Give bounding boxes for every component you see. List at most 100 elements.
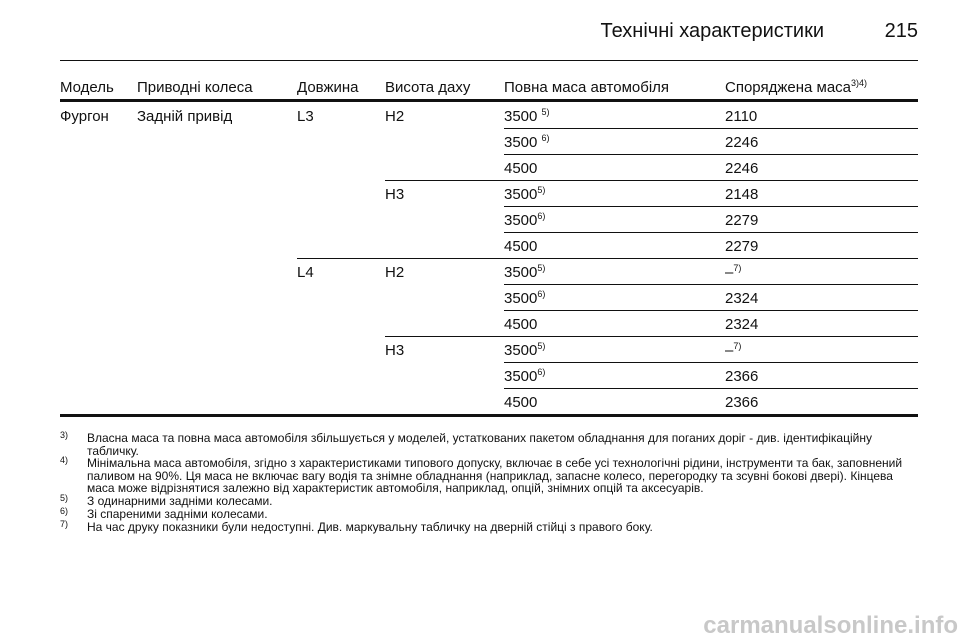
row-rule — [504, 362, 918, 363]
footnote-marker: 3) — [60, 430, 69, 440]
cell-text: 2246 — [725, 160, 759, 177]
footnote-text: Зі спареними задніми колесами. — [87, 507, 268, 521]
table-cell: 2279 — [725, 239, 758, 255]
footnote: 4) Мінімальна маса автомобіля, згідно з х… — [60, 455, 918, 496]
footnote-ref: 7) — [733, 263, 742, 273]
cell-text: 2324 — [725, 290, 759, 307]
table-cell: H3 — [385, 187, 404, 203]
cell-text: 3500 — [504, 342, 538, 359]
table-cell: 4500 — [504, 161, 537, 177]
cell-text: H3 — [385, 342, 405, 359]
page-number: 215 — [884, 20, 918, 42]
table-cell: 2366 — [725, 369, 758, 385]
cell-text: 3500 — [504, 264, 538, 281]
row-rule — [504, 284, 918, 285]
cell-text: H2 — [385, 264, 405, 281]
cell-text: 2279 — [725, 212, 759, 229]
table-cell: 2324 — [725, 291, 758, 307]
table-cell: Задній привід — [137, 109, 232, 125]
table-cell: L3 — [297, 109, 314, 125]
row-rule — [504, 232, 918, 233]
cell-text: – — [725, 264, 734, 281]
table-cell: 35005) — [504, 185, 546, 203]
table-cell: 35006) — [504, 289, 546, 307]
footnote: 7) На час друку показники були недоступні… — [60, 519, 918, 534]
column-header: Висота даху — [385, 80, 470, 96]
footnote-text: З одинарними задніми колесами. — [87, 494, 273, 508]
column-header-text: Приводні колеса — [137, 79, 253, 96]
row-rule — [297, 258, 918, 259]
row-rule — [385, 180, 918, 181]
cell-text: H3 — [385, 186, 405, 203]
footnote-text: Мінімальна маса автомобіля, згідно з хар… — [87, 456, 903, 496]
table-cell: L4 — [297, 265, 314, 281]
table-cell: –7) — [725, 342, 741, 359]
page-title: Технічні характеристики — [600, 20, 824, 42]
footnote-ref: 6) — [541, 133, 550, 143]
table-cell: 35005) — [504, 341, 546, 359]
row-rule — [504, 310, 918, 311]
header-rule — [60, 99, 918, 102]
column-header: Модель — [60, 80, 114, 96]
table-bottom-rule — [60, 414, 918, 417]
footnote: 3) Власна маса та повна маса автомобіля з… — [60, 430, 918, 458]
cell-text: 2366 — [725, 394, 759, 411]
table-cell: 35006) — [504, 211, 546, 229]
cell-text: 3500 — [504, 108, 542, 125]
table-cell: 2366 — [725, 395, 758, 411]
watermark: carmanualsonline.info — [703, 612, 958, 639]
footnote-ref: 5) — [537, 185, 546, 195]
column-header-text: Споряджена маса — [725, 79, 852, 96]
column-header: Приводні колеса — [137, 80, 253, 96]
column-header-text: Модель — [60, 79, 114, 96]
cell-text: L3 — [297, 108, 314, 125]
cell-text: – — [725, 342, 734, 359]
footnote-marker: 5) — [60, 493, 69, 503]
footnote-text: На час друку показники були недоступні. … — [87, 520, 653, 534]
column-header: Повна маса автомобіля — [504, 80, 669, 96]
cell-text: 3500 — [504, 134, 542, 151]
footnote-text: Власна маса та повна маса автомобіля збі… — [87, 431, 872, 458]
column-header-text: Висота даху — [385, 79, 471, 96]
table-cell: H3 — [385, 343, 404, 359]
footnote-ref: 6) — [537, 367, 546, 377]
row-rule — [504, 128, 918, 129]
footnote-ref: 5) — [537, 263, 546, 273]
table-cell: –7) — [725, 263, 742, 281]
table-cell: 2148 — [725, 187, 758, 203]
table-cell: H2 — [385, 265, 404, 281]
cell-text: H2 — [385, 108, 405, 125]
table-cell: 3500 5) — [504, 108, 550, 125]
cell-text: 3500 — [504, 368, 538, 385]
footnote-ref: 6) — [537, 289, 546, 299]
table-cell: 4500 — [504, 395, 537, 411]
cell-text: 2148 — [725, 186, 759, 203]
row-rule — [504, 388, 918, 389]
footnote-marker: 6) — [60, 506, 69, 516]
footnote: 5) З одинарними задніми колесами. — [60, 493, 918, 508]
cell-text: 3500 — [504, 186, 538, 203]
cell-text: 4500 — [504, 316, 538, 333]
cell-text: 2324 — [725, 316, 759, 333]
table-cell: 2246 — [725, 161, 758, 177]
cell-text: L4 — [297, 264, 314, 281]
footnote-ref: 3)4) — [851, 78, 868, 88]
cell-text: 4500 — [504, 394, 538, 411]
table-cell: 3500 6) — [504, 133, 550, 151]
column-header: Споряджена маса3)4) — [725, 78, 868, 96]
table-cell: 4500 — [504, 317, 537, 333]
table-cell: H2 — [385, 109, 404, 125]
footnote-ref: 6) — [537, 211, 546, 221]
table-cell: Фургон — [60, 109, 109, 125]
row-rule — [504, 154, 918, 155]
table-cell: 2246 — [725, 135, 758, 151]
footnote-ref: 5) — [537, 341, 546, 351]
cell-text: 3500 — [504, 290, 538, 307]
cell-text: 3500 — [504, 212, 538, 229]
cell-text: Фургон — [60, 108, 109, 125]
table-cell: 4500 — [504, 239, 537, 255]
cell-text: 4500 — [504, 238, 538, 255]
row-rule — [504, 206, 918, 207]
footnote: 6) Зі спареними задніми колесами. — [60, 506, 918, 521]
